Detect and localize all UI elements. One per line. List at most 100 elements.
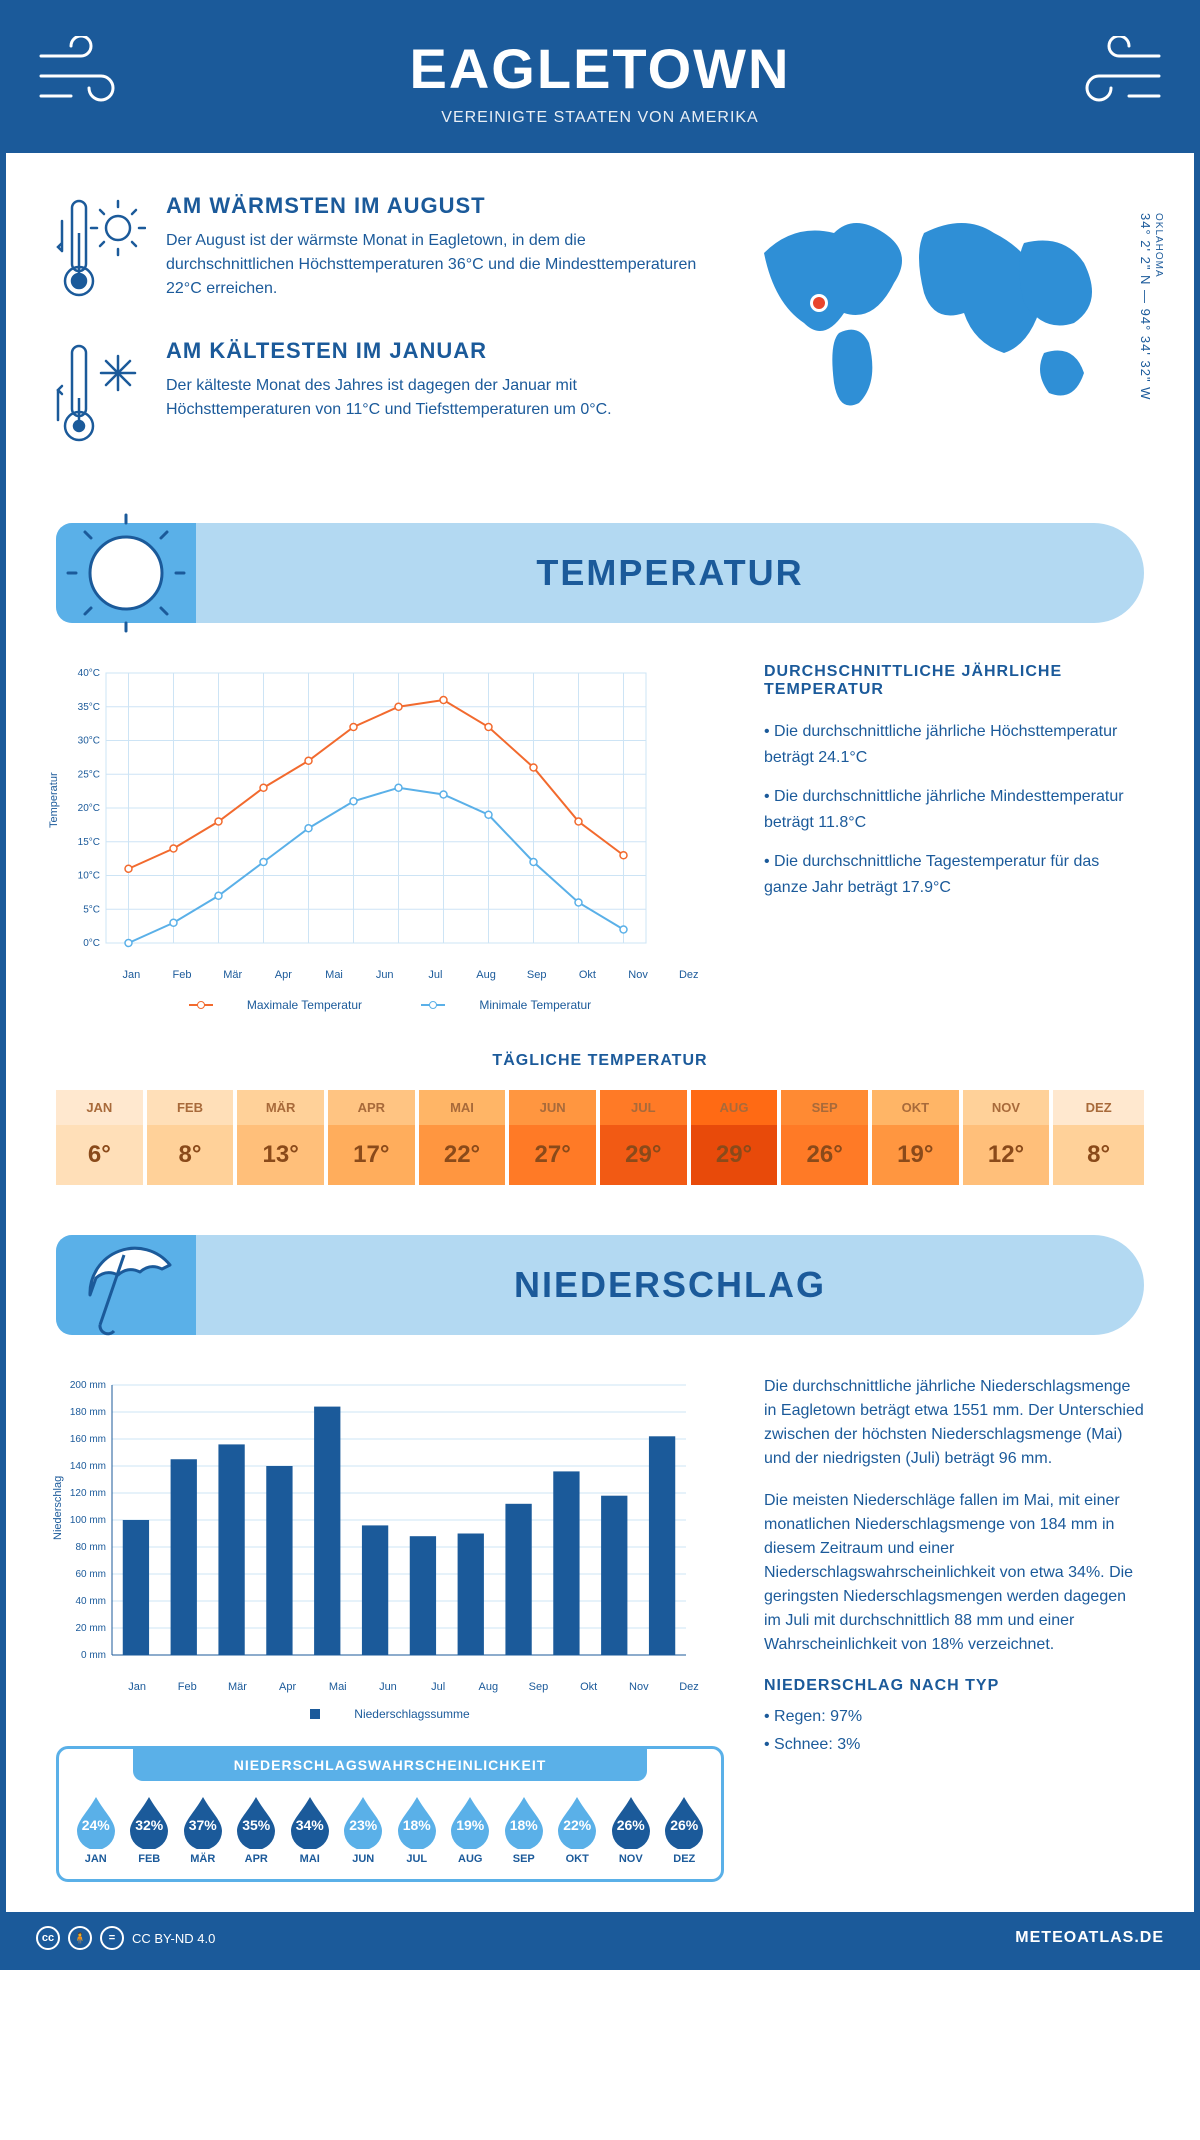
month-label: Okt <box>564 1675 614 1693</box>
temp-cell-value: 29° <box>691 1125 778 1185</box>
precip-legend: Niederschlagssumme <box>56 1707 724 1722</box>
probability-row: 24%JAN32%FEB37%MÄR35%APR34%MAI23%JUN18%J… <box>69 1795 711 1865</box>
coordinates: OKLAHOMA 34° 2' 2" N — 94° 34' 32" W <box>1138 213 1164 400</box>
probability-value: 35% <box>231 1817 281 1833</box>
month-label: Jul <box>413 1675 463 1693</box>
probability-value: 37% <box>178 1817 228 1833</box>
probability-month: JAN <box>71 1853 121 1865</box>
probability-title: NIEDERSCHLAGSWAHRSCHEINLICHKEIT <box>133 1749 647 1781</box>
probability-drop: 26% NOV <box>606 1795 656 1865</box>
month-label: Jan <box>106 963 157 981</box>
probability-drop: 19%AUG <box>445 1795 495 1865</box>
cold-text: AM KÄLTESTEN IM JANUAR Der kälteste Mona… <box>166 338 704 453</box>
month-label: Dez <box>663 963 714 981</box>
temp-cell-value: 17° <box>328 1125 415 1185</box>
temp-summary-title: DURCHSCHNITTLICHE JÄHRLICHE TEMPERATUR <box>764 663 1144 699</box>
probability-value: 26% <box>659 1817 709 1833</box>
probability-value: 23% <box>338 1817 388 1833</box>
temp-cell-value: 8° <box>1053 1125 1144 1185</box>
month-label: Dez <box>664 1675 714 1693</box>
probability-month: FEB <box>124 1853 174 1865</box>
temp-cell: MAI22° <box>419 1090 510 1185</box>
temp-cell-value: 27° <box>509 1125 596 1185</box>
svg-text:140 mm: 140 mm <box>70 1461 106 1472</box>
daily-title: TÄGLICHE TEMPERATUR <box>56 1052 1144 1070</box>
month-label: Apr <box>258 963 309 981</box>
month-label: Mai <box>313 1675 363 1693</box>
temp-xaxis: JanFebMärAprMaiJunJulAugSepOktNovDez <box>56 963 724 981</box>
warm-body: Der August ist der wärmste Monat in Eagl… <box>166 229 704 301</box>
temp-cell-month: JAN <box>56 1090 143 1125</box>
header: EAGLETOWN VEREINIGTE STAATEN VON AMERIKA <box>6 6 1194 153</box>
precipitation-summary: Die durchschnittliche jährliche Niedersc… <box>764 1375 1144 1882</box>
probability-drop: 37% MÄR <box>178 1795 228 1865</box>
daily-temperature: TÄGLICHE TEMPERATUR JAN6°FEB8°MÄR13°APR1… <box>56 1052 1144 1185</box>
precip-type-title: NIEDERSCHLAG NACH TYP <box>764 1677 1144 1695</box>
temp-cell: APR17° <box>328 1090 419 1185</box>
region-label: OKLAHOMA <box>1153 213 1164 390</box>
probability-month: JUN <box>338 1853 388 1865</box>
probability-month: MÄR <box>178 1853 228 1865</box>
month-label: Mai <box>309 963 360 981</box>
month-label: Aug <box>463 1675 513 1693</box>
temp-cell: DEZ8° <box>1053 1090 1144 1185</box>
temp-cell-month: JUN <box>509 1090 596 1125</box>
temp-cell: AUG29° <box>691 1090 782 1185</box>
cold-title: AM KÄLTESTEN IM JANUAR <box>166 338 704 364</box>
warm-text: AM WÄRMSTEN IM AUGUST Der August ist der… <box>166 193 704 308</box>
month-label: Jan <box>112 1675 162 1693</box>
probability-drop: 24%JAN <box>71 1795 121 1865</box>
month-label: Jun <box>363 1675 413 1693</box>
svg-text:100 mm: 100 mm <box>70 1515 106 1526</box>
temp-cell: NOV12° <box>963 1090 1054 1185</box>
svg-text:120 mm: 120 mm <box>70 1488 106 1499</box>
probability-value: 26% <box>606 1817 656 1833</box>
precipitation-chart: Niederschlag 0 mm20 mm40 mm60 mm80 mm100… <box>56 1375 724 1693</box>
temp-cell-month: SEP <box>781 1090 868 1125</box>
temp-cell-value: 22° <box>419 1125 506 1185</box>
svg-text:15°C: 15°C <box>78 837 100 848</box>
probability-value: 18% <box>499 1817 549 1833</box>
svg-text:80 mm: 80 mm <box>75 1542 106 1553</box>
temp-cell: JUL29° <box>600 1090 691 1185</box>
temperature-summary: DURCHSCHNITTLICHE JÄHRLICHE TEMPERATUR •… <box>764 663 1144 1012</box>
precip-xaxis: JanFebMärAprMaiJunJulAugSepOktNovDez <box>56 1675 724 1693</box>
svg-text:40°C: 40°C <box>78 668 100 679</box>
temperature-title: TEMPERATUR <box>196 552 1144 594</box>
cold-body: Der kälteste Monat des Jahres ist dagege… <box>166 374 704 422</box>
probability-month: NOV <box>606 1853 656 1865</box>
nd-icon: = <box>100 1926 124 1950</box>
temp-cell-month: NOV <box>963 1090 1050 1125</box>
temperature-chart-wrap: Temperatur 0°C5°C10°C15°C20°C25°C30°C35°… <box>56 663 724 1012</box>
probability-drop: 32%FEB <box>124 1795 174 1865</box>
month-label: Okt <box>562 963 613 981</box>
temp-cell-value: 12° <box>963 1125 1050 1185</box>
month-label: Mär <box>212 1675 262 1693</box>
probability-month: DEZ <box>659 1853 709 1865</box>
probability-drop: 23% JUN <box>338 1795 388 1865</box>
svg-text:200 mm: 200 mm <box>70 1380 106 1391</box>
month-label: Sep <box>511 963 562 981</box>
temp-summary-b2: • Die durchschnittliche jährliche Mindes… <box>764 784 1144 835</box>
probability-value: 22% <box>552 1817 602 1833</box>
world-map-icon <box>744 193 1124 423</box>
svg-text:10°C: 10°C <box>78 871 100 882</box>
probability-month: MAI <box>285 1853 335 1865</box>
temp-cell-month: DEZ <box>1053 1090 1144 1125</box>
warm-block: AM WÄRMSTEN IM AUGUST Der August ist der… <box>56 193 704 308</box>
temp-summary-b1: • Die durchschnittliche jährliche Höchst… <box>764 719 1144 770</box>
sun-icon <box>56 523 196 623</box>
temp-summary-b3: • Die durchschnittliche Tagestemperatur … <box>764 849 1144 900</box>
svg-text:5°C: 5°C <box>83 904 100 915</box>
month-label: Apr <box>263 1675 313 1693</box>
svg-text:60 mm: 60 mm <box>75 1569 106 1580</box>
temp-cell-value: 26° <box>781 1125 868 1185</box>
temperature-line-chart: 0°C5°C10°C15°C20°C25°C30°C35°C40°C <box>56 663 656 963</box>
map-block: OKLAHOMA 34° 2' 2" N — 94° 34' 32" W <box>744 193 1144 483</box>
daily-grid: JAN6°FEB8°MÄR13°APR17°MAI22°JUN27°JUL29°… <box>56 1090 1144 1185</box>
legend-min-marker <box>421 1004 445 1006</box>
month-label: Sep <box>513 1675 563 1693</box>
thermometer-sun-icon <box>56 193 146 308</box>
temp-cell-value: 19° <box>872 1125 959 1185</box>
site-name: METEOATLAS.DE <box>1015 1929 1164 1947</box>
